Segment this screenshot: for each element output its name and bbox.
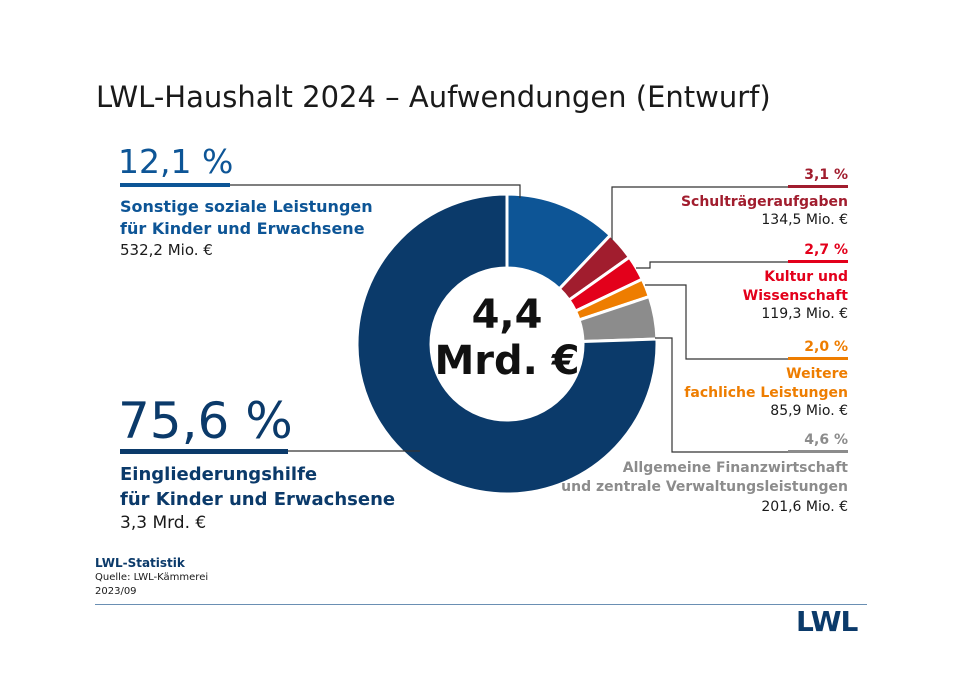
pct-schultraeger: 3,1 %	[804, 167, 848, 183]
underline-kultur	[788, 260, 848, 263]
center-total: 4,4 Mrd. €	[407, 292, 607, 384]
pct-allgemein: 4,6 %	[804, 432, 848, 448]
name-kultur-1: Kultur und	[764, 269, 848, 285]
amount-weitere: 85,9 Mio. €	[770, 403, 848, 419]
leader-line-weitere	[645, 284, 848, 360]
underline-weitere	[788, 357, 848, 360]
leader-line-kultur	[636, 261, 848, 269]
amount-kultur: 119,3 Mio. €	[761, 306, 848, 322]
name-sonstige-2: für Kinder und Erwachsene	[120, 219, 365, 238]
slice-eingliederung	[355, 192, 659, 496]
leader-line-allgemein	[655, 337, 848, 453]
amount-sonstige: 532,2 Mio. €	[120, 241, 213, 259]
leader-line-sonstige	[120, 184, 521, 198]
chart-title: LWL-Haushalt 2024 – Aufwendungen (Entwur…	[96, 80, 771, 114]
pct-eingliederung: 75,6 %	[118, 392, 293, 450]
name-eingliederung-2: für Kinder und Erwachsene	[120, 489, 396, 510]
name-weitere-1: Weitere	[786, 366, 848, 382]
amount-allgemein: 201,6 Mio. €	[761, 499, 848, 515]
center-unit: Mrd. €	[434, 338, 580, 384]
name-weitere-2: fachliche Leistungen	[684, 385, 848, 401]
footer-source: Quelle: LWL-Kämmerei	[95, 572, 209, 583]
pct-sonstige: 12,1 %	[118, 142, 234, 181]
name-allgemein-1: Allgemeine Finanzwirtschaft	[622, 460, 848, 476]
pct-kultur: 2,7 %	[804, 242, 848, 258]
name-kultur-2: Wissenschaft	[742, 288, 848, 304]
name-eingliederung-1: Eingliederungshilfe	[120, 464, 318, 485]
amount-schultraeger: 134,5 Mio. €	[761, 212, 848, 228]
underline-allgemein	[788, 450, 848, 453]
pct-weitere: 2,0 %	[804, 339, 848, 355]
leader-line-schultraeger	[611, 186, 848, 240]
underline-sonstige	[120, 183, 230, 187]
center-value: 4,4	[471, 292, 543, 338]
name-schultraeger: Schulträgeraufgaben	[680, 194, 848, 210]
footer-divider	[95, 604, 867, 605]
name-allgemein-2: und zentrale Verwaltungsleistungen	[561, 479, 848, 495]
footer-title: LWL-Statistik	[95, 556, 185, 570]
amount-eingliederung: 3,3 Mrd. €	[120, 513, 207, 533]
footer-date: 2023/09	[95, 586, 137, 597]
name-sonstige-1: Sonstige soziale Leistungen	[120, 197, 373, 216]
lwl-logo: LWL	[796, 605, 858, 638]
underline-schultraeger	[788, 185, 848, 188]
underline-eingliederung	[120, 449, 288, 454]
